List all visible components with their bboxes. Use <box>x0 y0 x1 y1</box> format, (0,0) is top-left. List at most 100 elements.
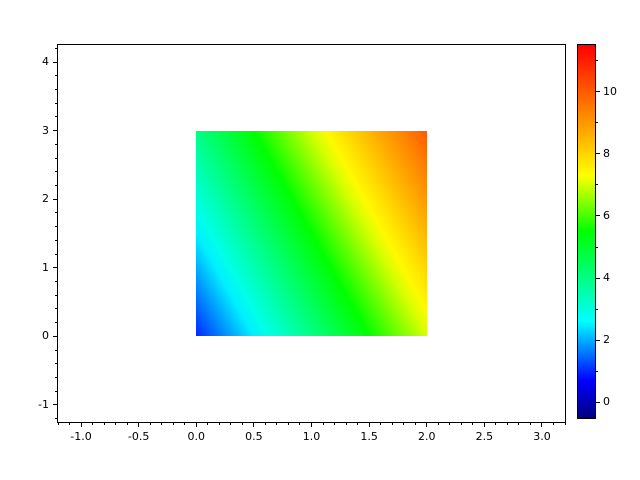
y-tick-label: 3 <box>42 123 49 137</box>
colorbar-minor-tick <box>595 184 598 186</box>
x-minor-tick <box>564 422 566 425</box>
x-minor-tick <box>241 422 243 425</box>
colorbar-tick-label: 6 <box>603 208 610 222</box>
colorbar-minor-tick <box>595 370 598 372</box>
y-major-tick <box>53 335 58 337</box>
x-minor-tick <box>380 422 382 425</box>
x-major-tick <box>426 422 428 427</box>
y-tick-label: 4 <box>42 55 49 69</box>
x-major-tick <box>541 422 543 427</box>
y-major-tick <box>53 404 58 406</box>
x-minor-tick <box>345 422 347 425</box>
colorbar: 0 2 4 6 8 10 <box>577 44 617 419</box>
x-minor-tick <box>449 422 451 425</box>
colorbar-major-tick <box>595 215 600 217</box>
x-major-tick <box>138 422 140 427</box>
x-tick-label: 0.0 <box>187 430 206 443</box>
x-minor-tick <box>495 422 497 425</box>
y-minor-tick <box>55 390 58 392</box>
x-minor-tick <box>552 422 554 425</box>
colorbar-major-tick <box>595 277 600 279</box>
colorbar-tick-label: 10 <box>603 84 617 98</box>
heatmap-image <box>196 130 427 337</box>
x-minor-tick <box>161 422 163 425</box>
y-minor-tick <box>55 75 58 77</box>
y-major-tick <box>53 61 58 63</box>
y-minor-tick <box>55 226 58 228</box>
x-major-tick <box>311 422 312 427</box>
x-minor-tick <box>207 422 209 425</box>
y-minor-tick <box>55 185 58 187</box>
x-tick-label: 3.0 <box>533 430 551 443</box>
x-minor-tick <box>437 422 439 425</box>
x-major-tick <box>368 422 370 427</box>
y-minor-tick <box>55 376 58 378</box>
y-minor-tick <box>55 212 58 214</box>
x-tick-label: 2.0 <box>417 430 436 443</box>
colorbar-major-tick <box>595 339 600 341</box>
colorbar-minor-tick <box>595 308 598 310</box>
x-minor-tick <box>69 422 71 425</box>
x-minor-tick <box>299 422 301 425</box>
x-tick-label: 1.5 <box>360 430 378 443</box>
x-tick-label: 2.5 <box>475 430 494 443</box>
y-minor-tick <box>55 349 58 351</box>
x-major-tick <box>483 422 485 427</box>
x-minor-tick <box>126 422 128 425</box>
x-minor-tick <box>264 422 266 425</box>
x-minor-tick <box>57 422 59 425</box>
x-minor-tick <box>403 422 405 425</box>
x-minor-tick <box>414 422 416 425</box>
x-minor-tick <box>529 422 531 425</box>
y-tick-label: 0 <box>42 329 49 343</box>
x-minor-tick <box>218 422 220 425</box>
x-minor-tick <box>506 422 508 425</box>
x-minor-tick <box>115 422 117 425</box>
y-minor-tick <box>55 47 58 49</box>
x-tick-label: -0.5 <box>127 430 150 443</box>
x-minor-tick <box>357 422 359 425</box>
colorbar-tick-label: 8 <box>603 146 610 160</box>
x-minor-tick <box>103 422 105 425</box>
x-tick-label: 0.5 <box>245 430 263 443</box>
y-minor-tick <box>55 239 58 241</box>
x-tick-label: 1.0 <box>302 430 321 443</box>
y-tick-label: 1 <box>42 260 49 274</box>
x-minor-tick <box>391 422 393 425</box>
colorbar-major-tick <box>595 91 600 93</box>
colorbar-major-tick <box>595 153 600 155</box>
y-major-tick <box>53 198 58 200</box>
x-minor-tick <box>472 422 474 425</box>
y-tick-label: -1 <box>38 397 49 411</box>
plot-area: -1.0 -0.5 0.0 0.5 1.0 1.5 2.0 2.5 3.0 -1 0 1 2 3 4 <box>38 44 566 443</box>
y-tick-label: 2 <box>42 192 49 206</box>
x-minor-tick <box>460 422 462 425</box>
x-minor-tick <box>184 422 186 425</box>
y-minor-tick <box>55 157 58 159</box>
y-minor-tick <box>55 294 58 296</box>
y-minor-tick <box>55 363 58 365</box>
y-minor-tick <box>55 418 58 420</box>
colorbar-tick-label: 4 <box>603 271 610 285</box>
x-minor-tick <box>172 422 174 425</box>
x-minor-tick <box>149 422 151 425</box>
colorbar-minor-tick <box>595 246 598 248</box>
y-minor-tick <box>55 308 58 310</box>
x-major-tick <box>253 422 255 427</box>
y-minor-tick <box>55 89 58 91</box>
x-minor-tick <box>92 422 94 425</box>
x-minor-tick <box>276 422 278 425</box>
y-minor-tick <box>55 280 58 282</box>
colorbar-minor-tick <box>595 60 598 62</box>
colorbar-minor-tick <box>595 122 598 124</box>
x-major-tick <box>80 422 82 427</box>
y-minor-tick <box>55 171 58 173</box>
y-minor-tick <box>55 116 58 118</box>
x-minor-tick <box>334 422 336 425</box>
x-tick-label: -1.0 <box>70 430 92 443</box>
x-minor-tick <box>322 422 324 425</box>
y-minor-tick <box>55 143 58 145</box>
x-minor-tick <box>230 422 232 425</box>
x-major-tick <box>195 422 197 427</box>
